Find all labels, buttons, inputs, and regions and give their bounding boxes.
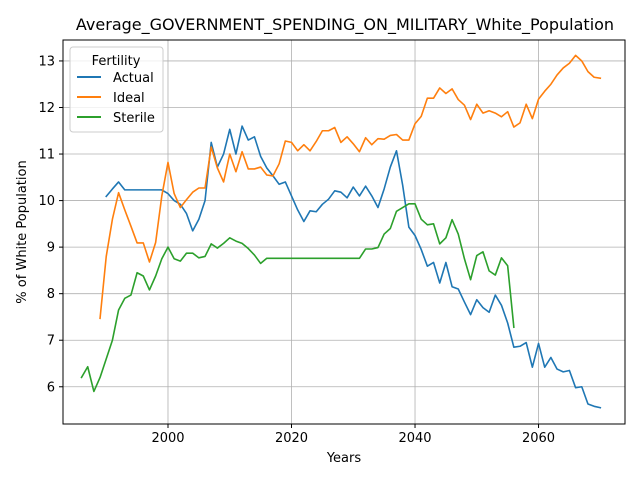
y-tick-label: 11 <box>38 148 55 163</box>
grid <box>63 40 625 424</box>
ticks: 2000 2020 2040 2060 6 7 8 9 10 11 12 13 <box>38 54 555 446</box>
x-tick-label: 2000 <box>151 431 184 446</box>
legend-entry-sterile: Sterile <box>113 111 155 126</box>
y-tick-label: 8 <box>47 287 55 302</box>
y-tick-label: 9 <box>47 241 55 256</box>
legend-entry-actual: Actual <box>113 71 154 86</box>
legend-box <box>69 46 164 133</box>
y-tick-label: 13 <box>38 54 55 69</box>
series-line-ideal <box>99 54 602 320</box>
plot-frame <box>62 39 626 425</box>
legend-title: Fertility <box>92 54 141 69</box>
series-line-actual <box>105 125 602 409</box>
y-tick-label: 6 <box>47 380 55 395</box>
y-tick-label: 7 <box>47 334 55 349</box>
y-axis-label: % of White Population <box>15 160 30 303</box>
y-tick-label: 10 <box>38 194 55 209</box>
legend-entry-ideal: Ideal <box>113 91 145 106</box>
series-layer <box>80 54 602 409</box>
y-tick-label: 12 <box>38 101 55 116</box>
x-tick-label: 2040 <box>398 431 431 446</box>
legend: Fertility Actual Ideal Sterile <box>69 46 164 133</box>
series-line-sterile <box>80 203 515 393</box>
chart-title: Average_GOVERNMENT_SPENDING_ON_MILITARY_… <box>76 15 614 35</box>
x-axis-label: Years <box>326 451 362 466</box>
x-tick-label: 2020 <box>275 431 308 446</box>
x-tick-label: 2060 <box>522 431 555 446</box>
